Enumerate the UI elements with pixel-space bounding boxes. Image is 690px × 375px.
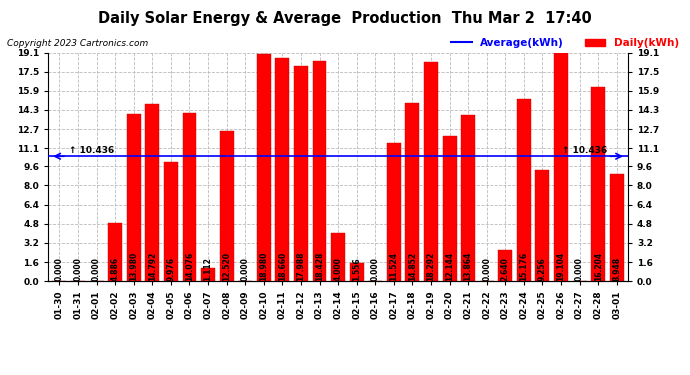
- Text: 0.000: 0.000: [371, 257, 380, 280]
- Text: 9.256: 9.256: [538, 257, 547, 280]
- Text: Daily Solar Energy & Average  Production  Thu Mar 2  17:40: Daily Solar Energy & Average Production …: [98, 11, 592, 26]
- Bar: [275, 58, 289, 281]
- Text: 12.144: 12.144: [445, 252, 454, 280]
- Text: 12.520: 12.520: [222, 252, 231, 280]
- Bar: [591, 87, 605, 281]
- Bar: [387, 143, 401, 281]
- Text: 0.000: 0.000: [482, 257, 491, 280]
- Bar: [183, 112, 197, 281]
- Text: 4.886: 4.886: [110, 256, 119, 280]
- Text: 18.980: 18.980: [259, 251, 268, 280]
- Text: ↑ 10.436: ↑ 10.436: [562, 146, 607, 155]
- Text: 11.524: 11.524: [389, 252, 398, 280]
- Bar: [146, 104, 159, 281]
- Bar: [350, 262, 364, 281]
- Text: 14.076: 14.076: [185, 251, 194, 280]
- Text: 8.948: 8.948: [612, 256, 621, 280]
- Bar: [498, 250, 512, 281]
- Bar: [201, 268, 215, 281]
- Bar: [554, 53, 568, 281]
- Bar: [331, 233, 345, 281]
- Text: 0.000: 0.000: [74, 257, 83, 280]
- Text: 13.980: 13.980: [129, 251, 138, 280]
- Text: 17.988: 17.988: [297, 251, 306, 280]
- Text: 15.176: 15.176: [520, 252, 529, 280]
- Bar: [294, 66, 308, 281]
- Text: Copyright 2023 Cartronics.com: Copyright 2023 Cartronics.com: [7, 39, 148, 48]
- Bar: [108, 223, 122, 281]
- Bar: [442, 136, 457, 281]
- Text: 1.112: 1.112: [204, 257, 213, 280]
- Text: 0.000: 0.000: [241, 257, 250, 280]
- Bar: [257, 54, 270, 281]
- Bar: [517, 99, 531, 281]
- Text: 1.556: 1.556: [352, 257, 361, 280]
- Bar: [535, 170, 549, 281]
- Text: 0.000: 0.000: [575, 257, 584, 280]
- Text: ↑ 10.436: ↑ 10.436: [69, 146, 114, 155]
- Bar: [461, 115, 475, 281]
- Text: 4.000: 4.000: [333, 257, 343, 280]
- Text: 14.792: 14.792: [148, 251, 157, 280]
- Legend: Average(kWh), Daily(kWh): Average(kWh), Daily(kWh): [446, 34, 683, 52]
- Bar: [219, 131, 234, 281]
- Text: 19.104: 19.104: [557, 252, 566, 280]
- Bar: [164, 162, 178, 281]
- Text: 9.976: 9.976: [166, 256, 175, 280]
- Text: 18.660: 18.660: [278, 251, 287, 280]
- Text: 18.428: 18.428: [315, 251, 324, 280]
- Text: 16.204: 16.204: [593, 252, 602, 280]
- Bar: [313, 60, 326, 281]
- Bar: [406, 104, 420, 281]
- Bar: [127, 114, 141, 281]
- Text: 0.000: 0.000: [92, 257, 101, 280]
- Bar: [424, 62, 438, 281]
- Text: 18.292: 18.292: [426, 251, 435, 280]
- Bar: [610, 174, 624, 281]
- Text: 14.852: 14.852: [408, 252, 417, 280]
- Text: 2.640: 2.640: [501, 257, 510, 280]
- Text: 13.864: 13.864: [464, 251, 473, 280]
- Text: 0.000: 0.000: [55, 257, 64, 280]
